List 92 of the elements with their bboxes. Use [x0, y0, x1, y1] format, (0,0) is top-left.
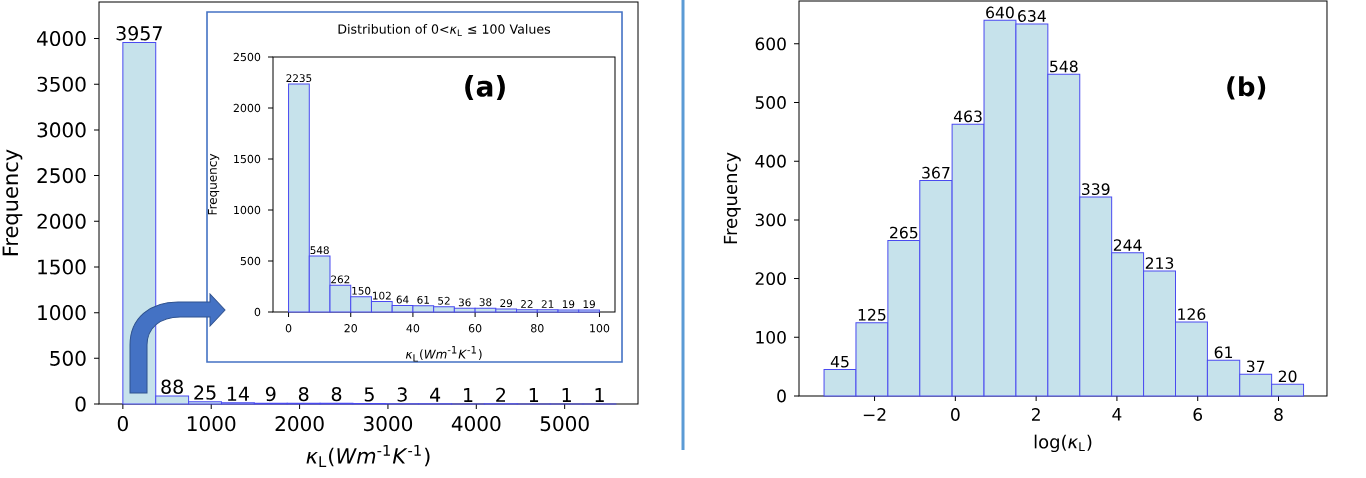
data-label: 150 — [352, 286, 371, 295]
x-tick-label: 4 — [1112, 408, 1122, 421]
y-tick-label: 600 — [755, 37, 786, 51]
x-tick-label: 80 — [531, 324, 544, 333]
x-tick-label: 2000 — [275, 416, 324, 432]
data-label: 1 — [529, 388, 539, 402]
data-label: 19 — [562, 300, 575, 309]
y-tick-label: 2500 — [233, 52, 261, 62]
x-tick-label: 60 — [468, 324, 482, 333]
data-label: 8 — [298, 386, 309, 402]
x-tick-label: 6 — [1193, 408, 1203, 421]
y-tick-label: 1000 — [38, 305, 86, 321]
data-label: 22 — [521, 300, 533, 308]
data-label: 463 — [953, 110, 982, 123]
data-label: 4 — [430, 387, 441, 402]
data-label: 14 — [227, 386, 249, 401]
y-tick-label: 2000 — [233, 103, 261, 113]
data-label: 2235 — [286, 74, 312, 83]
y-tick-label: 1500 — [38, 259, 86, 275]
x-tick-label: 2 — [1031, 408, 1040, 421]
annotation: (a) — [465, 75, 505, 101]
data-label: 102 — [373, 291, 391, 300]
x-tick-label: 8 — [1274, 408, 1283, 421]
x-tick-label: 0 — [951, 408, 960, 421]
x-tick-label: 100 — [590, 324, 610, 333]
y-axis-title: Frequency — [723, 152, 741, 244]
data-label: 5 — [364, 387, 374, 402]
data-label: 339 — [1082, 183, 1110, 196]
data-label: 125 — [858, 308, 886, 321]
data-label: 64 — [396, 295, 409, 304]
y-tick-label: 2000 — [37, 213, 86, 229]
y-axis-title: Frequency — [2, 149, 23, 256]
x-tick-label: 0 — [285, 324, 292, 333]
y-axis-title: Frequency — [207, 153, 220, 215]
y-tick-label: 1000 — [234, 205, 261, 215]
x-tick-label: 5000 — [540, 416, 589, 432]
data-label: 61 — [417, 295, 429, 304]
x-tick-label: 4000 — [451, 416, 501, 432]
data-label: 20 — [1278, 370, 1297, 383]
x-tick-label: 40 — [406, 324, 420, 333]
x-tick-label: 3000 — [364, 416, 413, 432]
data-label: 1 — [562, 388, 571, 402]
y-tick-label: 3500 — [37, 76, 86, 92]
x-tick-label: −2 — [863, 408, 886, 421]
y-tick-label: 0 — [777, 389, 786, 403]
x-axis-title: log(κ$_{L}$) — [1034, 434, 1092, 453]
data-label: 548 — [310, 246, 329, 255]
chart-title: Distribution of 0<κ$_{L}$ ≤ 100 Values — [338, 24, 551, 36]
data-label: 3 — [397, 387, 407, 402]
y-tick-label: 500 — [240, 256, 261, 266]
data-label: 52 — [438, 296, 450, 305]
data-label: 640 — [986, 6, 1014, 19]
data-label: 634 — [1018, 10, 1046, 22]
data-label: 38 — [479, 298, 492, 307]
data-label: 126 — [1178, 308, 1206, 321]
y-tick-label: 2500 — [37, 168, 86, 184]
x-tick-label: 1000 — [187, 416, 236, 432]
data-label: 367 — [922, 166, 950, 179]
data-label: 61 — [1214, 346, 1233, 359]
y-tick-label: 500 — [50, 350, 86, 366]
data-label: 1 — [464, 388, 473, 402]
data-label: 29 — [500, 299, 513, 308]
data-label: 36 — [458, 298, 471, 307]
data-label: 37 — [1246, 360, 1265, 373]
data-label: 21 — [541, 300, 554, 308]
y-tick-label: 400 — [755, 154, 786, 168]
data-label: 88 — [161, 379, 183, 394]
data-label: 45 — [830, 356, 849, 368]
data-label: 265 — [890, 226, 918, 239]
x-tick-label: 0 — [117, 416, 128, 432]
data-label: 1 — [595, 388, 604, 402]
y-tick-label: 300 — [755, 213, 786, 227]
y-tick-label: 1500 — [234, 154, 261, 164]
annotation: (b) — [1227, 76, 1266, 100]
y-tick-label: 0 — [254, 307, 261, 317]
x-axis-title: κ$_{L}$(Wm$^{-1}$K$^{-1}$) — [306, 444, 430, 467]
data-label: 8 — [331, 386, 342, 402]
x-axis-title: κ$_{L}$(Wm$^{-1}$K$^{-1}$) — [405, 346, 482, 362]
y-tick-label: 500 — [755, 96, 786, 109]
data-label: 3957 — [116, 26, 162, 41]
y-tick-label: 200 — [755, 272, 786, 286]
data-label: 2 — [496, 387, 506, 402]
data-label: 548 — [1050, 60, 1078, 73]
data-label: 9 — [265, 386, 276, 402]
y-tick-label: 4000 — [37, 30, 86, 47]
data-label: 213 — [1145, 257, 1174, 269]
y-tick-label: 3000 — [37, 122, 86, 138]
data-label: 25 — [194, 385, 216, 400]
data-label: 244 — [1113, 239, 1142, 251]
data-label: 262 — [331, 275, 350, 284]
x-tick-label: 20 — [344, 324, 357, 333]
data-label: 19 — [583, 300, 595, 309]
